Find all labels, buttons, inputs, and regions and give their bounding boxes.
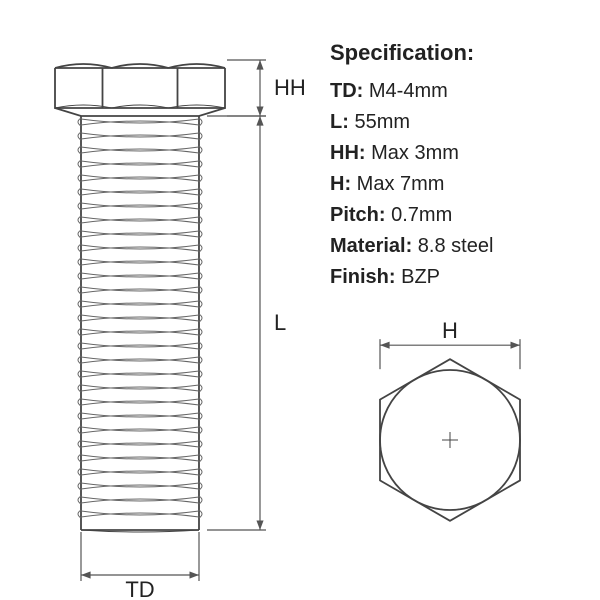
spec-row: H: Max 7mm — [330, 169, 590, 200]
spec-key: TD: — [330, 80, 363, 102]
spec-key: L: — [330, 111, 349, 133]
spec-key: Material: — [330, 235, 412, 257]
spec-key: Pitch: — [330, 204, 386, 226]
spec-row: Finish: BZP — [330, 262, 590, 293]
spec-row: Material: 8.8 steel — [330, 231, 590, 262]
spec-key: HH: — [330, 142, 366, 164]
spec-value: Max 3mm — [366, 142, 459, 164]
spec-value: Max 7mm — [351, 173, 444, 195]
specification-heading: Specification: — [330, 40, 590, 66]
specification-list: TD: M4-4mmL: 55mmHH: Max 3mmH: Max 7mmPi… — [330, 76, 590, 293]
spec-key: H: — [330, 173, 351, 195]
specification-block: Specification: TD: M4-4mmL: 55mmHH: Max … — [330, 40, 590, 293]
spec-row: L: 55mm — [330, 107, 590, 138]
dimension-label-l: L — [274, 310, 286, 335]
canvas: HHLTDH Specification: TD: M4-4mmL: 55mmH… — [0, 0, 600, 600]
spec-row: HH: Max 3mm — [330, 138, 590, 169]
dimension-label-td: TD — [125, 577, 154, 600]
dimension-label-hh: HH — [274, 75, 306, 100]
spec-value: 0.7mm — [386, 204, 453, 226]
spec-row: Pitch: 0.7mm — [330, 200, 590, 231]
dimension-label-h: H — [442, 318, 458, 343]
spec-value: 8.8 steel — [412, 235, 493, 257]
spec-value: M4-4mm — [363, 80, 447, 102]
spec-row: TD: M4-4mm — [330, 76, 590, 107]
spec-value: BZP — [396, 266, 440, 288]
spec-value: 55mm — [349, 111, 410, 133]
spec-key: Finish: — [330, 266, 396, 288]
